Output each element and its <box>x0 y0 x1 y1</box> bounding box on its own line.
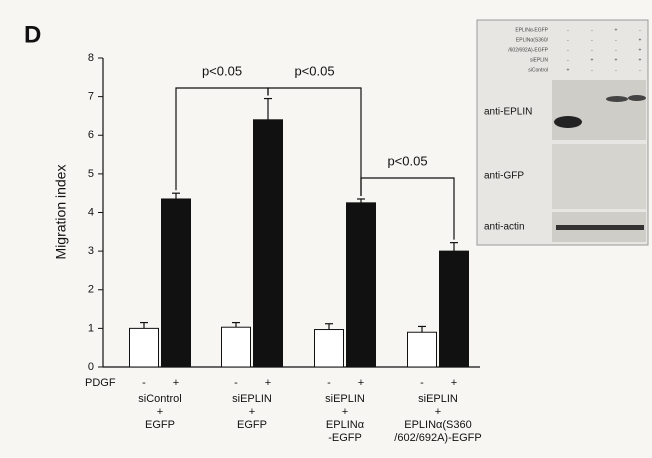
error-bar <box>232 323 240 328</box>
x-tick-label: -EGFP <box>328 432 362 444</box>
inset-row-label: EPLINα(S360/ <box>516 37 549 43</box>
x-tick-label: + <box>342 406 348 418</box>
x-row-label: PDGF <box>85 377 116 389</box>
y-tick-label: 5 <box>88 168 94 180</box>
blot-band <box>556 225 644 230</box>
x-tick-label: siEPLIN <box>325 393 365 405</box>
y-axis-title: Migration index <box>53 165 69 260</box>
x-tick-label: siControl <box>138 393 181 405</box>
y-tick-label: 1 <box>88 322 94 334</box>
y-tick-label: 6 <box>88 129 94 141</box>
x-tick-label: /602/692A)-EGFP <box>394 432 481 444</box>
blot-band <box>554 116 582 128</box>
bar <box>254 120 283 367</box>
legend-sign: + <box>173 377 179 389</box>
blot-band <box>606 96 628 102</box>
bar <box>408 332 437 367</box>
error-bar <box>450 243 458 251</box>
blot-label: anti-GFP <box>484 171 524 182</box>
error-bar <box>264 99 272 120</box>
legend-sign: + <box>358 377 364 389</box>
y-tick-label: 0 <box>88 361 94 373</box>
legend-sign: + <box>451 377 457 389</box>
x-tick-label: EGFP <box>237 419 267 431</box>
inset-row-label: EPLINα-EGFP <box>515 27 548 33</box>
x-tick-label: EPLINα <box>326 419 365 431</box>
bar <box>130 328 159 367</box>
x-tick-label: + <box>435 406 441 418</box>
panel-label: D <box>24 21 41 48</box>
blot-label: anti-actin <box>484 222 525 233</box>
inset-row-label: /602/692A)-EGFP <box>508 47 548 53</box>
blot-panel <box>552 144 646 209</box>
error-bar <box>140 323 148 329</box>
error-bar <box>325 324 333 330</box>
inset-sign: + <box>639 47 642 53</box>
inset-sign: + <box>639 37 642 43</box>
bar <box>315 330 344 367</box>
error-bar <box>418 326 426 332</box>
legend-sign: - <box>234 377 238 389</box>
y-tick-label: 2 <box>88 284 94 296</box>
x-tick-label: EPLINα(S360 <box>404 419 472 431</box>
inset-row-label: siControl <box>528 67 548 73</box>
annotation: p<0.05 <box>387 153 427 168</box>
y-tick-label: 3 <box>88 245 94 257</box>
x-tick-label: + <box>249 406 255 418</box>
x-tick-label: siEPLIN <box>418 393 458 405</box>
inset-sign: + <box>615 27 618 33</box>
blot-panel <box>552 80 646 140</box>
x-tick-label: + <box>157 406 163 418</box>
x-tick-label: EGFP <box>145 419 175 431</box>
y-tick-label: 4 <box>88 206 94 218</box>
inset-blot <box>477 20 648 245</box>
bar <box>162 199 191 367</box>
legend-sign: - <box>327 377 331 389</box>
inset-row-label: siEPLIN <box>530 57 548 63</box>
legend-sign: - <box>420 377 424 389</box>
y-tick-label: 7 <box>88 91 94 103</box>
bar <box>222 327 251 367</box>
inset-sign: + <box>615 57 618 63</box>
inset-sign: + <box>591 57 594 63</box>
inset-sign: + <box>639 57 642 63</box>
y-tick-label: 8 <box>88 52 94 64</box>
bar <box>347 203 376 367</box>
legend-sign: - <box>142 377 146 389</box>
annotation: p<0.05 <box>202 63 242 78</box>
x-tick-label: siEPLIN <box>232 393 272 405</box>
bar <box>440 251 469 367</box>
annotation: p<0.05 <box>294 63 334 78</box>
error-bar <box>172 193 180 199</box>
error-bar <box>357 199 365 203</box>
blot-label: anti-EPLIN <box>484 107 532 118</box>
legend-sign: + <box>265 377 271 389</box>
blot-band <box>628 95 646 101</box>
inset-sign: + <box>567 67 570 73</box>
figure: D Migration index PDGF 012345678-+siCont… <box>0 0 652 458</box>
